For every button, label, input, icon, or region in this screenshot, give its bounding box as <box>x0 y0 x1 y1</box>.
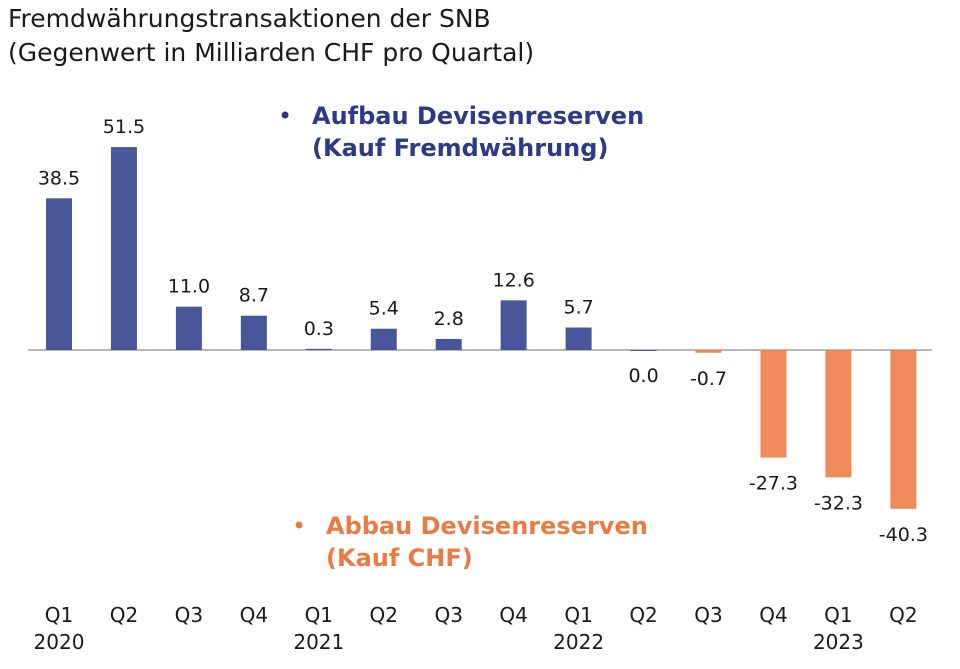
bar-5 <box>370 328 397 350</box>
bar-11 <box>760 350 787 458</box>
x-tick-label-11: Q4 <box>759 603 787 627</box>
x-tick-label-2: Q3 <box>175 603 203 627</box>
annotation-line-1: Abbau Devisenreserven <box>326 512 648 540</box>
x-tick-label-1: Q2 <box>110 603 138 627</box>
data-label-10: -0.7 <box>690 368 727 390</box>
x-tick-label-13: Q2 <box>889 603 917 627</box>
bar-6 <box>435 338 462 350</box>
data-label-0: 38.5 <box>38 167 80 189</box>
annotation-line-2: (Kauf Fremdwährung) <box>312 134 609 162</box>
chart-subtitle: (Gegenwert in Milliarden CHF pro Quartal… <box>8 38 535 67</box>
x-tick-label-7: Q4 <box>499 603 527 627</box>
x-tick-label-12: Q1 <box>824 603 852 627</box>
data-label-9: 0.0 <box>628 365 658 387</box>
data-label-1: 51.5 <box>103 116 145 138</box>
bar-0 <box>46 198 72 350</box>
annotation-line-2: (Kauf CHF) <box>326 544 473 572</box>
bar-7 <box>500 300 527 350</box>
x-tick-label-4: Q1 <box>305 603 333 627</box>
bar-12 <box>825 350 852 478</box>
chart-title: Fremdwährungstransaktionen der SNB <box>8 4 491 33</box>
x-year-label-12: 2023 <box>813 630 864 654</box>
bar-9 <box>630 350 657 351</box>
annotation-bullet: • <box>278 102 293 130</box>
bar-10 <box>695 350 722 353</box>
data-label-3: 8.7 <box>239 285 269 307</box>
x-year-label-8: 2022 <box>553 630 604 654</box>
bar-4 <box>305 348 332 350</box>
data-label-7: 12.6 <box>492 269 534 291</box>
x-year-label-4: 2021 <box>293 630 344 654</box>
x-tick-label-0: Q1 <box>45 603 73 627</box>
data-label-6: 2.8 <box>434 308 464 330</box>
bar-13 <box>890 350 917 509</box>
annotation-line-1: Aufbau Devisenreserven <box>312 102 645 130</box>
annotation-buy-chf: • Abbau Devisenreserven (Kauf CHF) <box>292 510 648 574</box>
x-tick-label-6: Q3 <box>434 603 462 627</box>
data-label-12: -32.3 <box>814 492 863 514</box>
data-label-13: -40.3 <box>879 524 928 546</box>
annotation-buy-foreign-currency: • Aufbau Devisenreserven (Kauf Fremdwähr… <box>278 100 644 164</box>
bar-1 <box>110 147 137 350</box>
bar-3 <box>240 315 267 350</box>
data-label-5: 5.4 <box>369 298 399 320</box>
data-label-11: -27.3 <box>749 473 798 495</box>
x-tick-label-9: Q2 <box>629 603 657 627</box>
bar-2 <box>175 306 202 350</box>
x-tick-label-10: Q3 <box>694 603 722 627</box>
x-tick-label-5: Q2 <box>370 603 398 627</box>
annotation-bullet: • <box>292 512 307 540</box>
x-tick-label-8: Q1 <box>564 603 592 627</box>
data-label-2: 11.0 <box>168 276 210 298</box>
x-tick-label-3: Q4 <box>240 603 268 627</box>
data-label-4: 0.3 <box>304 318 334 340</box>
data-label-8: 5.7 <box>563 297 593 319</box>
x-year-label-0: 2020 <box>34 630 85 654</box>
bar-8 <box>565 327 592 350</box>
